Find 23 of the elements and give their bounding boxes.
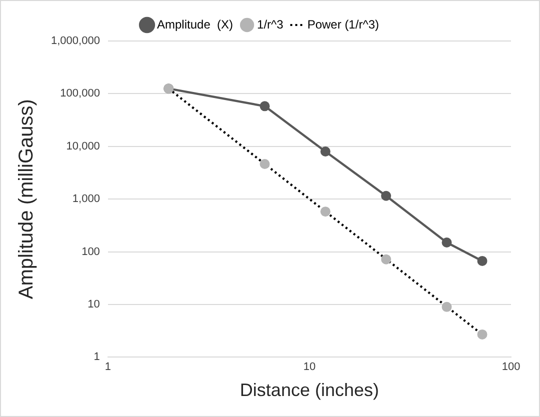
point [442,302,452,312]
x-tick-label: 10 [303,360,316,373]
y-tick-label: 100 [82,246,100,258]
point [260,101,270,112]
point [320,146,330,157]
y-tick-label: 1,000 [72,193,100,206]
x-tick-label: 100 [502,360,520,373]
point [260,159,270,170]
y-tick-label: 10 [88,298,100,311]
point [320,206,330,217]
x-axis-title: Distance (inches) [240,380,379,400]
point [381,190,392,201]
y-tick-label: 1,000,000 [51,35,100,48]
legend-label: Power (1/r^3) [307,17,379,32]
y-tick-label: 10,000 [66,140,100,152]
legend-label: Amplitude (X) [157,17,234,32]
legend-label: 1/r^3 [257,17,284,32]
point [442,238,452,248]
y-tick-label: 1 [94,351,100,364]
y-axis-title: Amplitude (milliGauss) [16,99,38,300]
y-tick-label: 100,000 [60,88,100,100]
x-tick-label: 1 [104,360,111,373]
point [381,254,392,264]
